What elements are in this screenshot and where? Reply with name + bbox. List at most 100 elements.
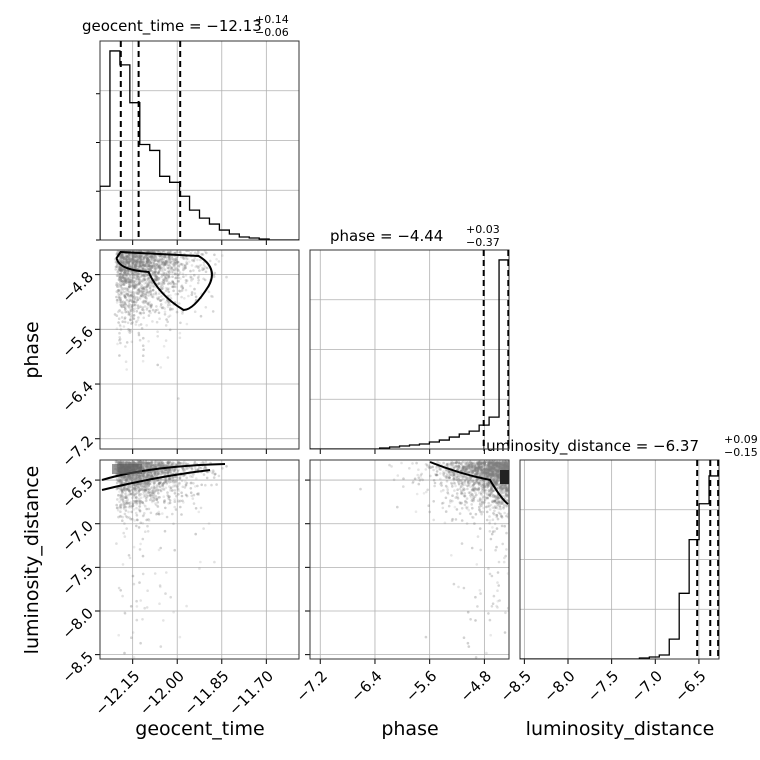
scatter-point: [120, 279, 123, 283]
scatter-point: [171, 268, 175, 272]
scatter-point: [483, 462, 487, 465]
scatter-point: [473, 486, 477, 490]
scatter-point: [503, 556, 506, 560]
scatter-point: [138, 254, 142, 257]
scatter-point: [505, 465, 509, 468]
scatter-point: [185, 262, 189, 266]
scatter-point: [141, 460, 145, 464]
scatter-point: [469, 476, 473, 479]
scatter-point: [136, 318, 140, 322]
scatter-point: [488, 465, 491, 469]
scatter-point: [161, 471, 165, 475]
scatter-point: [184, 462, 188, 466]
scatter-point: [135, 277, 138, 281]
scatter-point: [133, 473, 136, 477]
scatter-point: [505, 489, 509, 492]
scatter-point: [136, 473, 140, 477]
scatter-point: [148, 474, 151, 478]
scatter-point: [163, 274, 167, 278]
scatter-point: [146, 260, 149, 264]
scatter-point: [488, 473, 491, 476]
scatter-point: [486, 472, 490, 476]
scatter-point: [495, 464, 499, 467]
scatter-point: [152, 284, 155, 288]
scatter-point: [147, 484, 150, 488]
scatter-point: [136, 257, 140, 261]
scatter-point: [124, 478, 127, 482]
scatter-point: [418, 479, 422, 482]
scatter-point: [138, 477, 142, 480]
scatter-point: [166, 303, 170, 307]
scatter-point: [162, 272, 166, 276]
scatter-point: [125, 461, 129, 465]
scatter-point: [166, 461, 170, 464]
scatter-point: [467, 465, 471, 469]
scatter-point: [221, 467, 224, 470]
scatter-point: [165, 257, 169, 260]
scatter-point: [122, 481, 126, 485]
scatter-point: [494, 482, 498, 485]
scatter-point: [179, 262, 183, 266]
scatter-point: [142, 467, 145, 470]
scatter-point: [189, 275, 192, 279]
scatter-point: [149, 466, 153, 469]
scatter-point: [133, 307, 137, 311]
scatter-point: [478, 482, 481, 486]
scatter-point: [497, 471, 500, 475]
scatter-point: [132, 494, 135, 497]
scatter-point: [177, 493, 180, 496]
scatter-point: [469, 470, 472, 473]
scatter-point: [132, 284, 136, 288]
scatter-point: [163, 529, 167, 533]
scatter-point: [463, 467, 466, 471]
scatter-point: [156, 335, 159, 338]
title-luminosity-distance-sub: −0.15: [724, 446, 758, 459]
scatter-point: [499, 507, 502, 511]
scatter-point: [163, 313, 167, 316]
scatter-point: [129, 605, 133, 608]
scatter-point: [150, 260, 153, 264]
scatter-point: [497, 471, 500, 475]
scatter-point: [488, 489, 492, 493]
scatter-point: [192, 502, 196, 505]
scatter-point: [457, 480, 460, 484]
scatter-point: [161, 462, 165, 466]
scatter-point: [172, 257, 175, 261]
scatter-point: [165, 259, 168, 263]
scatter-point: [119, 273, 123, 276]
scatter-point: [155, 498, 159, 502]
scatter-point: [139, 542, 142, 546]
scatter-point: [166, 305, 170, 309]
scatter-point: [495, 514, 499, 517]
scatter-point: [145, 474, 148, 477]
scatter-point: [496, 463, 500, 467]
scatter-point: [119, 480, 122, 483]
scatter-point: [125, 260, 128, 264]
scatter-point: [136, 486, 140, 490]
scatter-point: [507, 488, 509, 492]
scatter-point: [125, 260, 129, 264]
scatter-point: [130, 479, 134, 483]
scatter-point: [503, 463, 506, 467]
scatter-point: [155, 462, 159, 466]
scatter-point: [159, 461, 163, 465]
scatter-point: [506, 467, 509, 471]
scatter-point: [128, 259, 132, 263]
scatter-point: [131, 255, 135, 258]
scatter-point: [177, 264, 181, 268]
scatter-point: [123, 268, 126, 272]
scatter-point: [123, 279, 127, 283]
x-tick-label: −5.6: [402, 667, 440, 705]
scatter-point: [507, 467, 509, 470]
scatter-point: [173, 262, 176, 265]
scatter-point: [141, 273, 144, 277]
scatter-point: [181, 312, 184, 315]
scatter-point: [463, 488, 466, 491]
scatter-point: [459, 502, 463, 505]
scatter-point: [483, 461, 486, 464]
scatter-point: [477, 482, 481, 485]
scatter-point: [411, 462, 414, 465]
scatter-point: [139, 262, 142, 266]
scatter-point: [133, 519, 136, 522]
